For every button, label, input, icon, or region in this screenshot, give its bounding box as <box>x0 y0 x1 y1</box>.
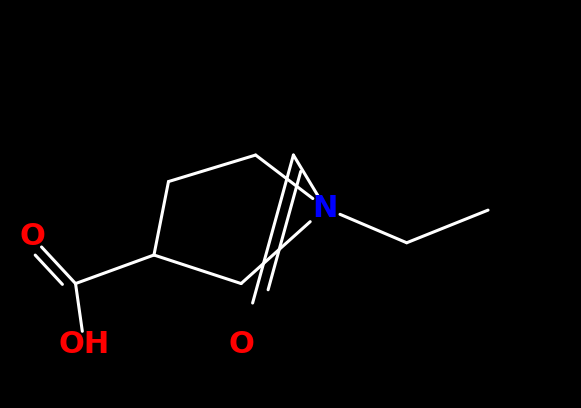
Text: O: O <box>228 330 254 359</box>
Text: O: O <box>19 222 45 251</box>
Text: OH: OH <box>59 330 110 359</box>
Text: N: N <box>313 193 338 223</box>
